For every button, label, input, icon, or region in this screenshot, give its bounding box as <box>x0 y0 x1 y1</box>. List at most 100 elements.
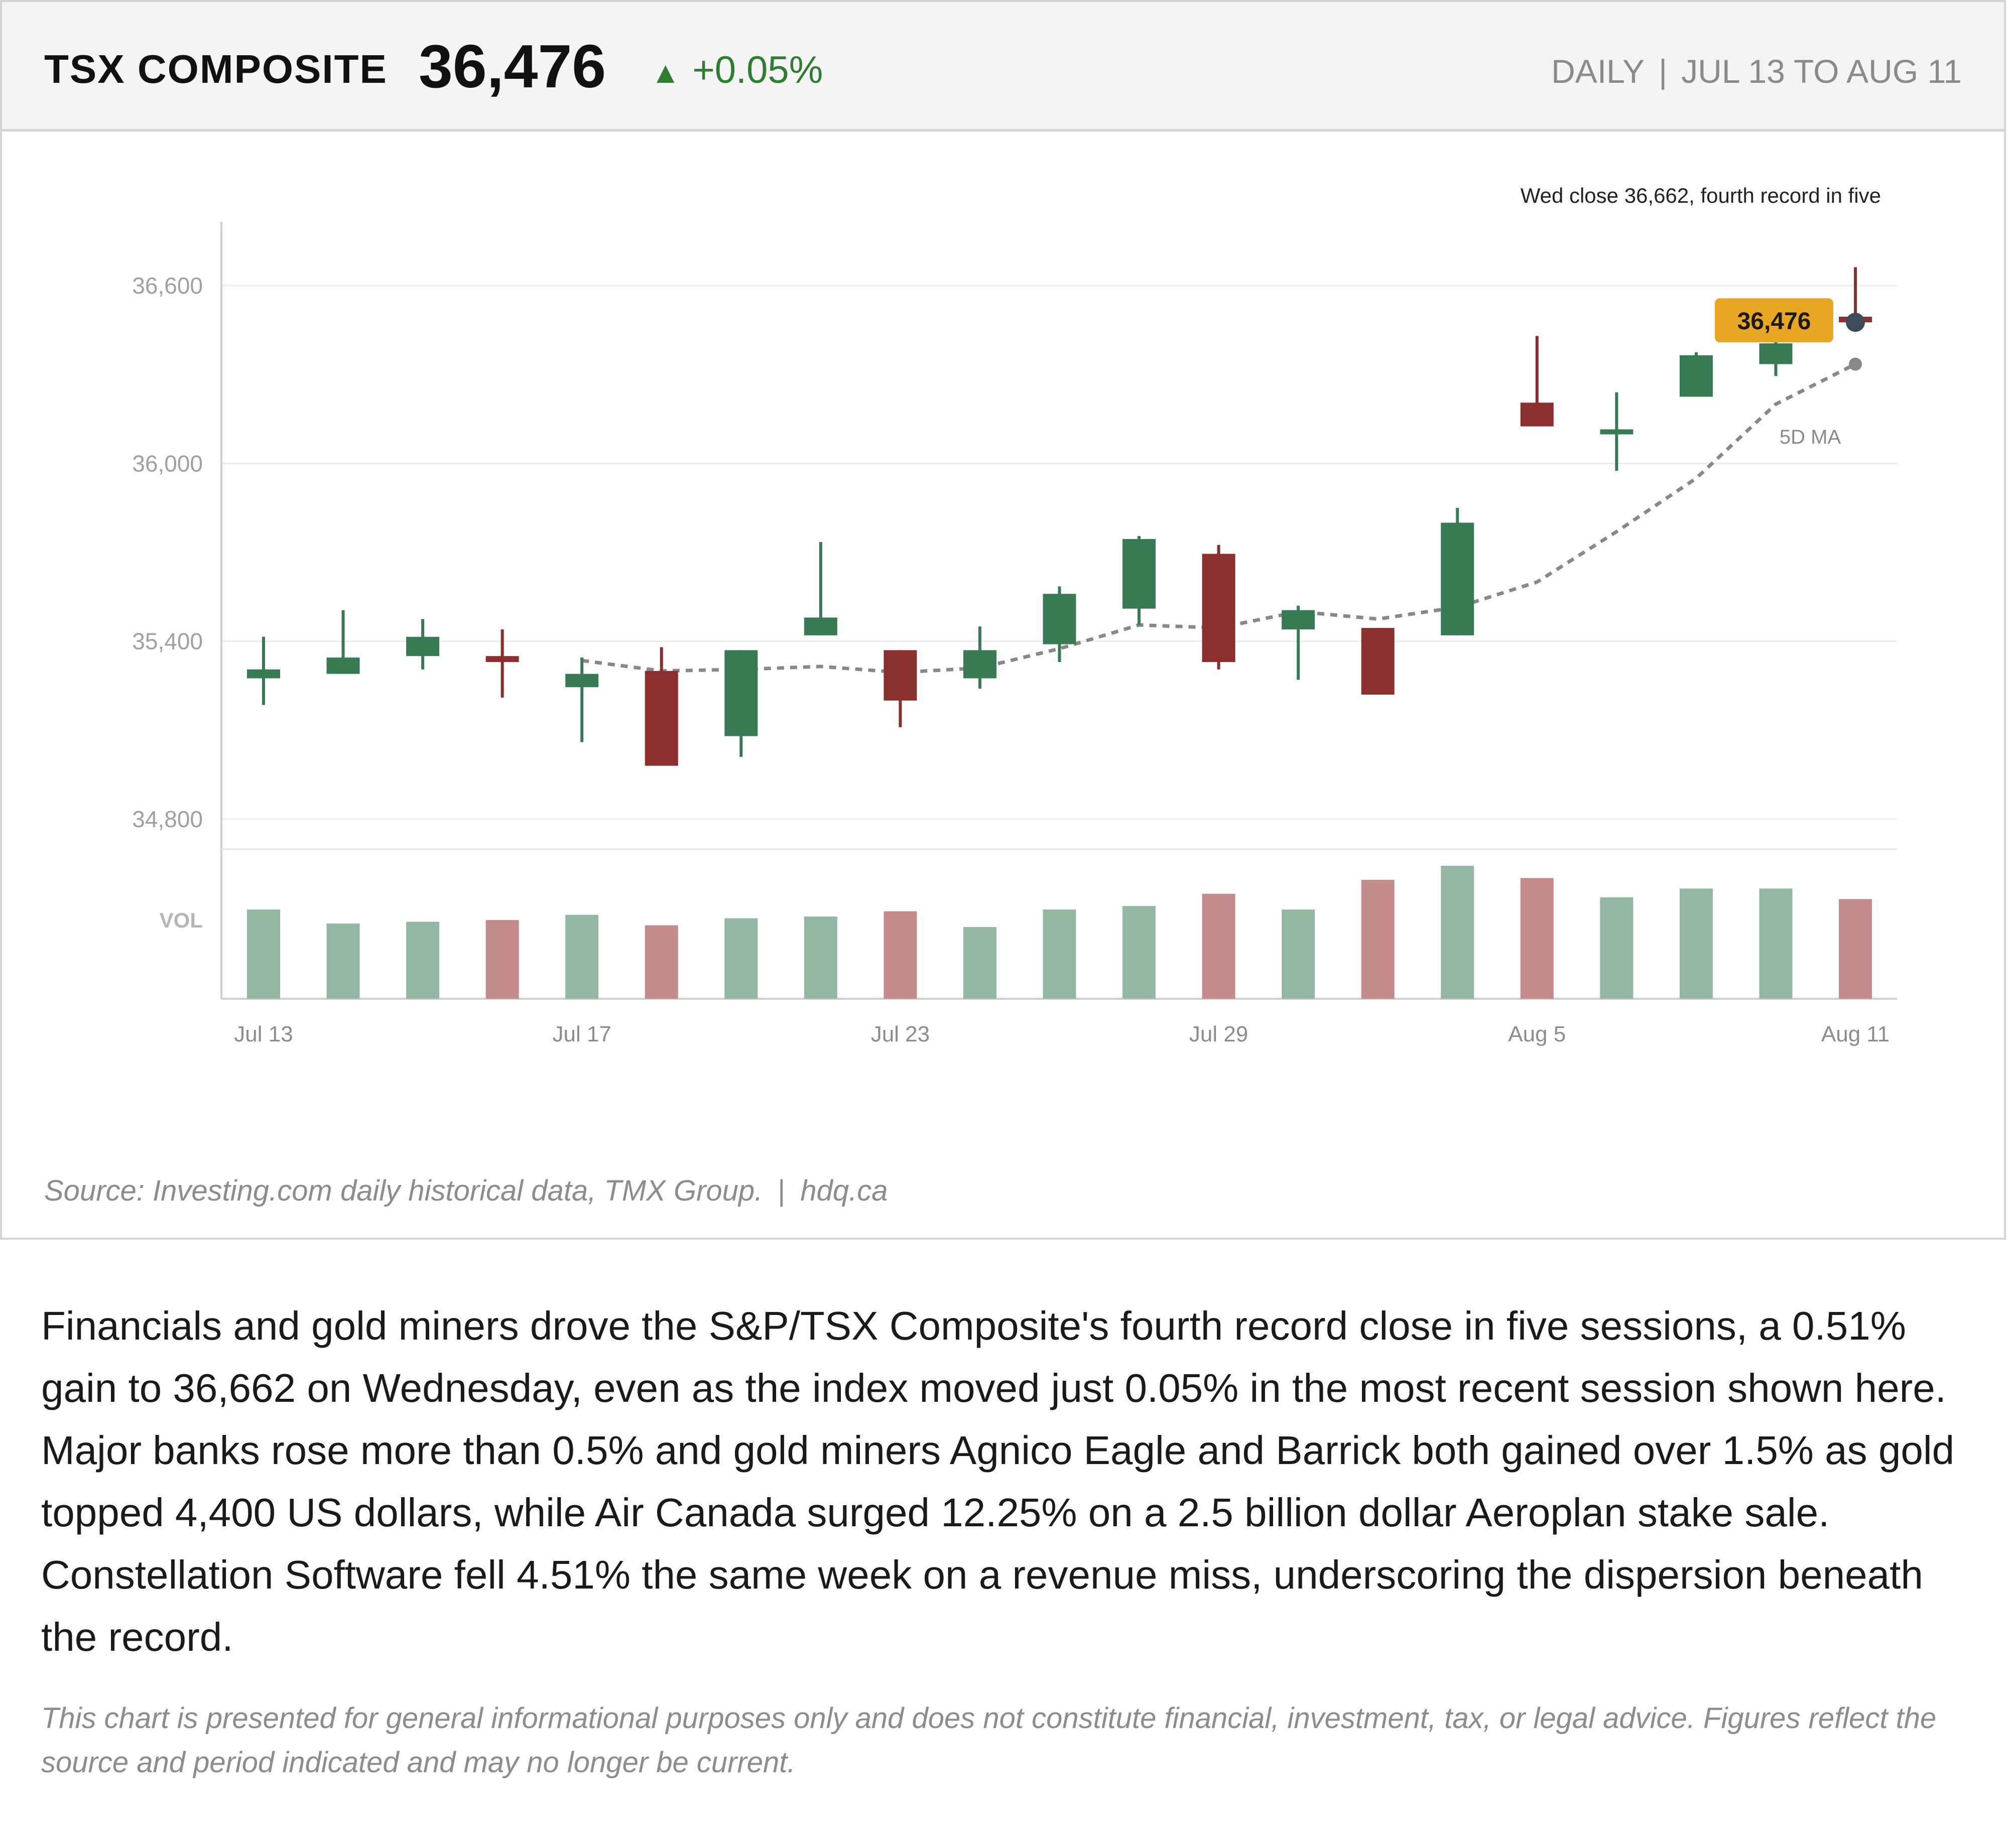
candle-body <box>1679 355 1713 397</box>
candle-body <box>1043 594 1076 644</box>
record-annotation: Wed close 36,662, fourth record in five <box>1521 184 1881 207</box>
volume-bar <box>884 911 917 999</box>
candle <box>645 647 678 766</box>
volume-bar <box>963 927 996 999</box>
candle <box>1520 336 1554 427</box>
volume-bar <box>1520 878 1554 999</box>
candle <box>1679 352 1713 397</box>
candle <box>1361 628 1395 695</box>
article-paragraph: Financials and gold miners drove the S&P… <box>41 1303 1955 1659</box>
candle-body <box>1202 554 1235 663</box>
source-site: hdq.ca <box>800 1174 888 1207</box>
volume-bar <box>1679 888 1713 999</box>
volume-bar <box>1839 899 1872 999</box>
volume-bars <box>247 866 1872 999</box>
candle <box>1759 342 1793 376</box>
candle-body <box>1361 628 1395 695</box>
candlestick-chart: 34,800 35,400 36,000 36,600 VOL 5D MA Jul 13… <box>132 184 1897 1046</box>
last-price-marker <box>1846 313 1865 332</box>
last-value: 36,476 <box>419 32 606 100</box>
x-tick-label: Aug 5 <box>1508 1022 1566 1046</box>
candle-body <box>565 674 599 688</box>
candle-body <box>485 656 519 663</box>
volume-bar <box>1361 879 1395 999</box>
y-tick-label: 34,800 <box>132 806 203 832</box>
volume-bar <box>1759 888 1793 999</box>
chart-card: TSX COMPOSITE 36,476 ▲ +0.05% DAILY | JUL 1… <box>0 0 2006 1240</box>
candle <box>565 657 599 742</box>
x-tick-label: Jul 13 <box>234 1022 293 1046</box>
y-tick-label: 36,000 <box>132 450 203 476</box>
volume-bar <box>485 920 519 999</box>
date-range-label: JUL 13 TO AUG 11 <box>1681 53 1962 90</box>
candle <box>326 610 360 674</box>
candle <box>1043 586 1076 663</box>
x-tick-label: Jul 17 <box>552 1022 611 1046</box>
candle <box>1122 536 1156 625</box>
candles <box>247 267 1872 766</box>
price-tag: 36,476 <box>1715 298 1833 343</box>
x-axis-labels: Jul 13 Jul 17 Jul 23 Jul 29 Aug 5 Aug 11 <box>234 1022 1890 1046</box>
candle-body <box>1600 429 1634 435</box>
period-label: DAILY | JUL 13 TO AUG 11 <box>1551 52 1962 90</box>
volume-label: VOL <box>160 908 203 932</box>
candle-body <box>247 669 280 679</box>
candle-body <box>406 636 440 656</box>
price-tag-label: 36,476 <box>1737 308 1811 335</box>
chart-header: TSX COMPOSITE 36,476 ▲ +0.05% DAILY | JUL 1… <box>2 2 2004 131</box>
candle <box>884 650 917 727</box>
candle <box>485 629 519 698</box>
up-arrow-icon: ▲ <box>651 56 681 89</box>
change-percent: +0.05% <box>692 49 823 91</box>
candle <box>406 619 440 670</box>
volume-bar <box>247 909 280 999</box>
candle <box>963 626 996 689</box>
candle-body <box>1759 343 1793 364</box>
volume-bar <box>406 921 440 999</box>
source-text: Source: Investing.com daily historical d… <box>44 1174 763 1207</box>
candle-body <box>326 657 360 674</box>
x-tick-label: Jul 23 <box>871 1022 930 1046</box>
candle <box>1600 392 1634 471</box>
volume-bar <box>1043 909 1076 999</box>
volume-bar <box>1282 909 1315 999</box>
volume-bar <box>804 916 837 999</box>
price-tag-box <box>1715 298 1833 343</box>
ma-label: 5D MA <box>1780 426 1841 448</box>
candle-body <box>1520 403 1554 427</box>
y-axis-labels: 34,800 35,400 36,000 36,600 VOL <box>132 273 203 932</box>
volume-bar <box>1441 866 1474 999</box>
x-tick-label: Aug 11 <box>1821 1022 1890 1046</box>
candle <box>247 636 280 705</box>
disclaimer-text: This chart is presented for general info… <box>41 1702 1937 1779</box>
candle <box>1441 507 1474 635</box>
candle-body <box>645 671 678 766</box>
source-separator: | <box>778 1174 786 1207</box>
candle-body <box>1441 522 1474 635</box>
volume-bar <box>1122 906 1156 999</box>
volume-bar <box>326 923 360 999</box>
candle-body <box>963 650 996 679</box>
source-note: Source: Investing.com daily historical d… <box>44 1174 888 1208</box>
candle-body <box>724 650 758 736</box>
annotations: Wed close 36,662, fourth record in five 3… <box>1521 184 1881 343</box>
candle-body <box>884 650 917 701</box>
candle <box>724 650 758 757</box>
x-tick-label: Jul 29 <box>1189 1022 1248 1046</box>
candle-body <box>1122 539 1156 609</box>
index-name: TSX COMPOSITE <box>44 47 388 91</box>
change-indicator: ▲ +0.05% <box>651 48 823 92</box>
frequency-label: DAILY <box>1551 53 1645 90</box>
volume-bar <box>724 918 758 999</box>
y-tick-label: 36,600 <box>132 273 203 299</box>
ma-end-point <box>1849 357 1862 371</box>
volume-bar <box>1600 897 1634 999</box>
volume-bar <box>565 914 599 999</box>
candle-body <box>804 617 837 635</box>
header-separator: | <box>1659 53 1668 90</box>
volume-bar <box>1202 893 1235 999</box>
candle-body <box>1282 610 1315 630</box>
y-tick-label: 35,400 <box>132 628 203 654</box>
volume-bar <box>645 925 678 999</box>
candle <box>804 542 837 635</box>
